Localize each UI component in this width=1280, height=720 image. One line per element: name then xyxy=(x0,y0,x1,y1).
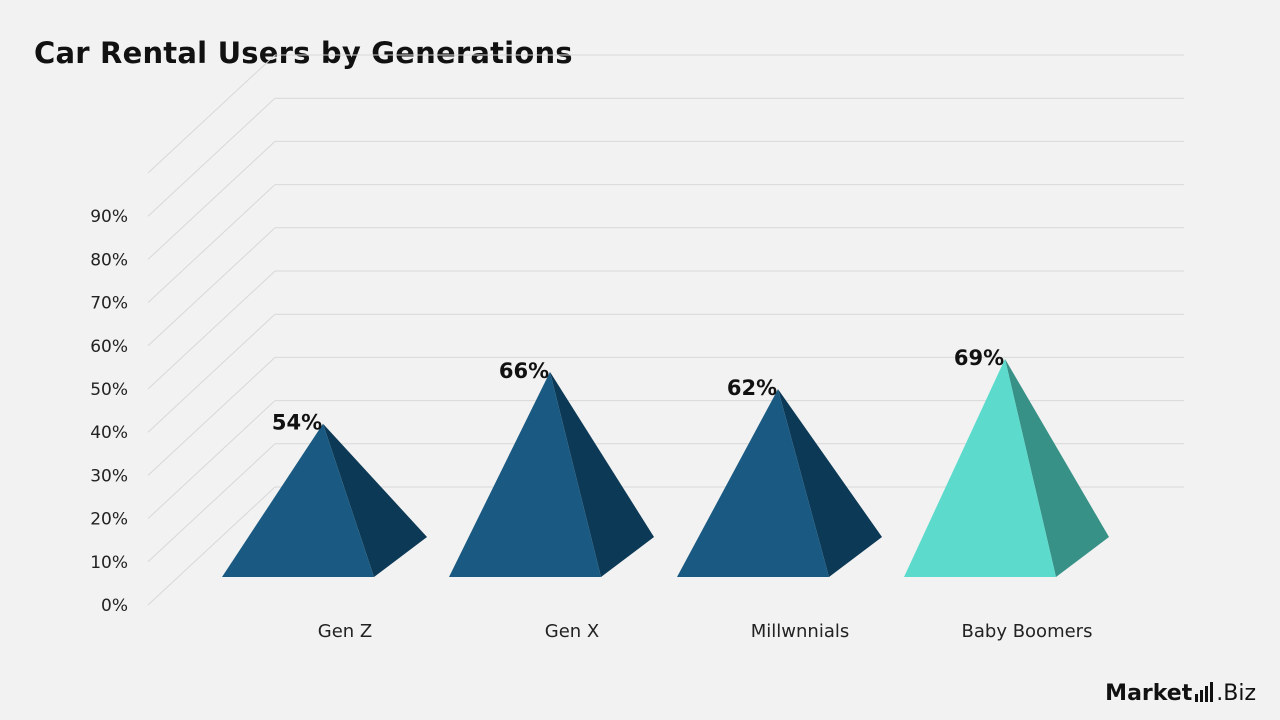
gridline-diagonal xyxy=(147,97,276,217)
data-label: 54% xyxy=(272,411,322,435)
bar-chart-icon xyxy=(1195,682,1214,702)
pyramid-side-face xyxy=(1005,358,1109,577)
pyramid-side-face xyxy=(550,371,654,577)
data-label: 62% xyxy=(727,376,777,400)
chart-title: Car Rental Users by Generations xyxy=(34,36,573,70)
y-tick-label: 60% xyxy=(90,337,128,357)
pyramid-side-face xyxy=(778,389,882,577)
gridline-diagonal xyxy=(147,443,276,563)
brand-suffix: .Biz xyxy=(1216,681,1256,706)
gridline-diagonal xyxy=(147,270,276,390)
pyramid-front-face xyxy=(222,423,374,577)
y-tick-label: 90% xyxy=(90,207,128,227)
y-tick-label: 70% xyxy=(90,294,128,314)
pyramid-front-face xyxy=(449,371,601,577)
y-axis-ticks: 0% 10% 20% 30% 40% 50% 60% 70% 80% 90% xyxy=(90,207,128,616)
category-labels: Gen Z Gen X Millwnnials Baby Boomers xyxy=(318,621,1093,642)
gridline-diagonal xyxy=(147,357,276,476)
data-label: 66% xyxy=(499,359,549,383)
pyramid-front-face xyxy=(904,358,1056,577)
category-label: Gen Z xyxy=(318,621,372,642)
pyramid-bars xyxy=(222,358,1109,577)
category-label: Baby Boomers xyxy=(962,621,1093,642)
gridline-diagonal xyxy=(147,54,276,174)
gridline-diagonal xyxy=(147,227,276,347)
gridline-diagonal xyxy=(147,313,276,433)
gridline-diagonal xyxy=(147,486,276,606)
y-tick-label: 50% xyxy=(90,380,128,400)
y-tick-label: 0% xyxy=(101,596,128,616)
category-label: Millwnnials xyxy=(751,621,849,642)
data-labels: 54% 66% 62% 69% xyxy=(272,346,1004,435)
brand-logo: Market .Biz xyxy=(1105,681,1256,706)
category-label: Gen X xyxy=(545,621,599,642)
gridline-diagonal xyxy=(147,400,276,519)
data-label: 69% xyxy=(954,346,1004,370)
y-tick-label: 30% xyxy=(90,466,128,486)
pyramid-front-face xyxy=(677,389,829,577)
y-tick-label: 10% xyxy=(90,553,128,573)
gridline-diagonal xyxy=(147,141,276,260)
brand-name: Market xyxy=(1105,681,1193,706)
gridline-diagonal xyxy=(147,184,276,303)
grid-layer xyxy=(147,54,1184,606)
pyramid-side-face xyxy=(323,423,427,577)
y-tick-label: 40% xyxy=(90,423,128,443)
y-tick-label: 80% xyxy=(90,250,128,270)
y-tick-label: 20% xyxy=(90,510,128,530)
